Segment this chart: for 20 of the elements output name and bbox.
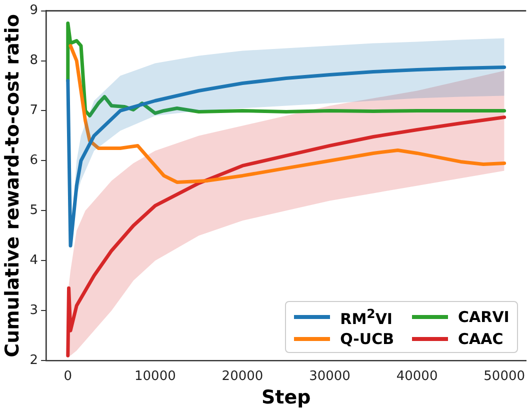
y-tick-label: 3 [30, 303, 38, 318]
y-tick-label: 7 [30, 103, 38, 118]
x-tick-label: 40000 [396, 368, 438, 384]
x-tick-label: 10000 [134, 368, 176, 384]
legend-label: RM$^{2}$VI [340, 306, 393, 328]
y-tick-label: 4 [30, 253, 38, 268]
legend-label: CARVI [458, 308, 510, 326]
y-tick-label: 8 [30, 53, 38, 68]
y-tick-label: 9 [30, 3, 38, 18]
y-tick-label: 5 [30, 203, 38, 218]
x-tick-label: 30000 [309, 368, 350, 384]
x-tick-label: 0 [64, 368, 72, 384]
y-tick-label: 6 [30, 153, 38, 168]
x-axis-title: Step [261, 386, 311, 409]
x-tick-label: 20000 [222, 368, 264, 384]
legend-label: Q-UCB [340, 330, 394, 348]
legend-label: CAAC [458, 330, 504, 348]
x-tick-label: 50000 [484, 368, 525, 384]
y-tick-label: 2 [30, 352, 38, 368]
y-axis-title: Cumulative reward-to-cost ratio [1, 14, 24, 358]
